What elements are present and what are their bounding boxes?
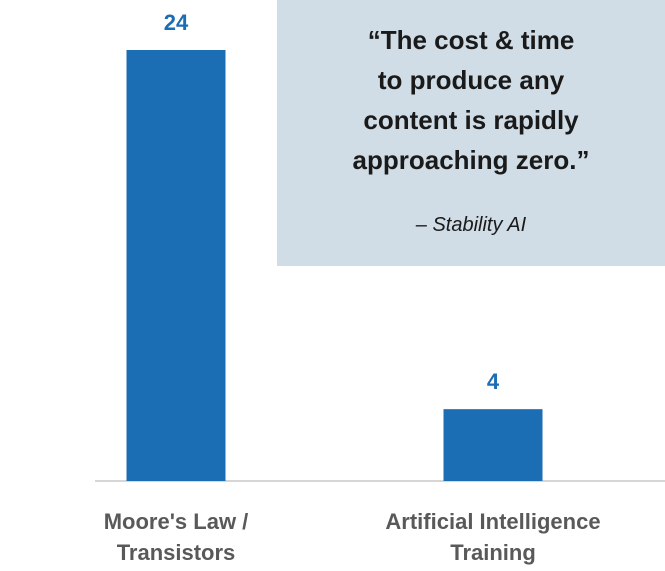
quote-box: – Stability AI “The cost & time to produc… xyxy=(277,0,665,266)
quote-line: to produce any xyxy=(377,65,565,95)
x-tick-label: Moore's Law / xyxy=(104,509,249,534)
quote-line: approaching zero.” xyxy=(352,145,590,175)
quote-line: “The cost & time xyxy=(367,25,575,55)
quote-line: content is rapidly xyxy=(363,105,579,135)
quote-source: – Stability AI xyxy=(415,214,527,236)
value-label: 4 xyxy=(487,369,500,394)
value-label: 24 xyxy=(164,10,189,35)
bar xyxy=(126,50,226,481)
x-tick-label: Transistors xyxy=(117,540,236,565)
x-tick-label: Artificial Intelligence xyxy=(385,509,600,534)
bar xyxy=(443,409,543,481)
x-tick-label: Training xyxy=(450,540,536,565)
